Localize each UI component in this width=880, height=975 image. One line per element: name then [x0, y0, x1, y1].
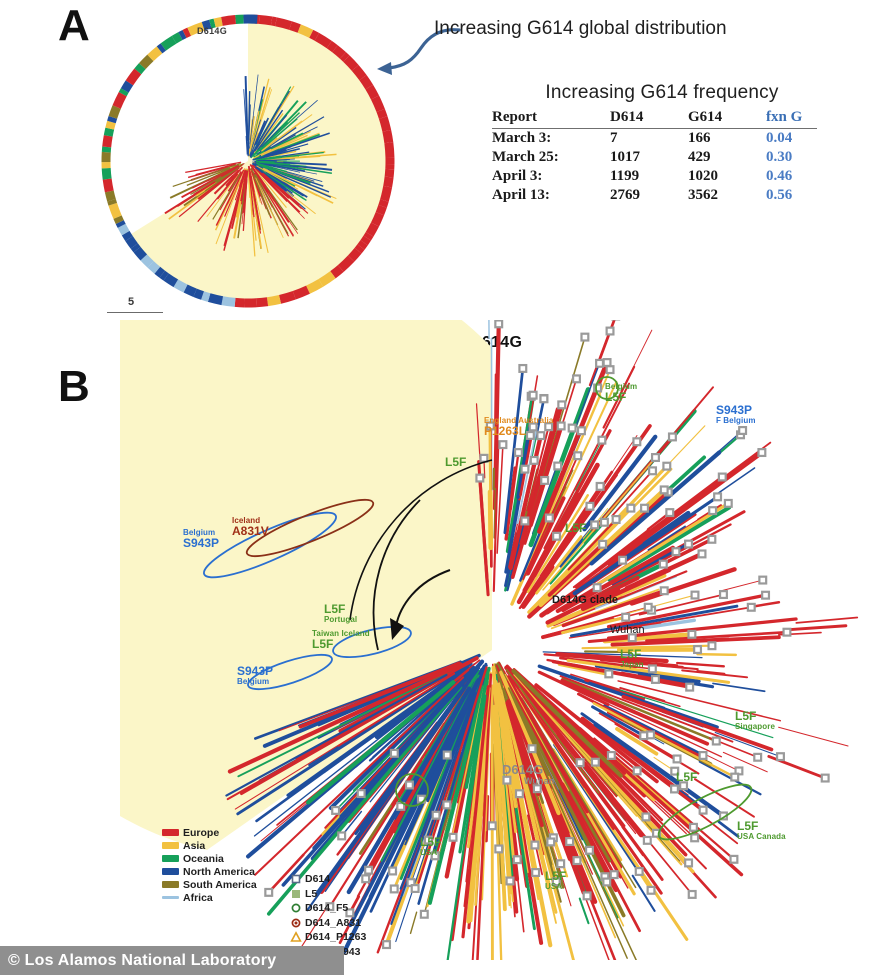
cell-fxn: 0.04	[766, 130, 793, 146]
d614-a831-marker-icon	[290, 917, 302, 929]
frequency-table: Report D614 G614 fxn G March 3: 7 166 0.…	[492, 109, 817, 205]
legend-continent-item: South America	[162, 878, 257, 891]
cell-g614: 3562	[688, 187, 718, 203]
cell-g614: 429	[688, 149, 711, 165]
legend-continent-label: North America	[183, 865, 255, 878]
panel-a: D614G 5	[85, 0, 415, 340]
cell-d614: 2769	[610, 187, 640, 203]
cell-fxn: 0.56	[766, 187, 793, 203]
legend-color-swatch-icon	[162, 896, 179, 899]
cell-d614: 1199	[610, 168, 640, 184]
legend-marker-label: L5	[305, 887, 318, 900]
cell-report: March 3:	[492, 130, 552, 146]
cell-report: March 25:	[492, 149, 559, 165]
legend-continent-label: Europe	[183, 826, 220, 839]
d614-marker-icon	[290, 873, 302, 885]
legend-continent-item: North America	[162, 865, 257, 878]
cell-g614: 166	[688, 130, 711, 146]
panel-a-label: A	[58, 1, 90, 50]
column-header-report: Report	[492, 109, 610, 129]
watermark: © Los Alamos National Laboratory	[0, 946, 344, 975]
cell-d614: 1017	[610, 149, 640, 165]
legend-continents: Europe Asia Oceania North America South Amer…	[162, 826, 257, 904]
legend-marker-item: L5	[290, 887, 366, 902]
cell-report: April 3:	[492, 168, 543, 184]
legend-continent-item: Europe	[162, 826, 257, 839]
cell-fxn: 0.30	[766, 149, 793, 165]
legend-marker-item: D614_P1263	[290, 930, 366, 945]
legend-marker-label: D614_F5	[305, 902, 349, 915]
legend-continent-label: Africa	[183, 891, 213, 904]
legend-continent-item: Oceania	[162, 852, 257, 865]
panel-a-radial-tree	[101, 14, 395, 308]
table-header-row: Report D614 G614 fxn G	[492, 109, 817, 129]
legend-color-swatch-icon	[162, 855, 179, 862]
legend-continent-item: Asia	[162, 839, 257, 852]
legend-marker-label: D614_P1263	[305, 931, 367, 944]
legend-color-swatch-icon	[162, 842, 179, 849]
legend-continent-label: Asia	[183, 839, 206, 852]
column-header-d614: D614	[610, 109, 688, 129]
cell-d614: 7	[610, 130, 618, 146]
column-header-g614: G614	[688, 109, 766, 129]
panel-a-scale-bar	[107, 312, 163, 313]
frequency-table-title: Increasing G614 frequency	[545, 82, 779, 103]
legend-marker-item: D614	[290, 872, 366, 887]
table-row: March 3: 7 166 0.04	[492, 129, 817, 149]
frequency-table-block: Increasing G614 frequency Report D614 G6…	[492, 82, 832, 205]
cell-g614: 1020	[688, 168, 718, 184]
legend-color-swatch-icon	[162, 881, 179, 888]
legend-marker-label: D614_A831	[305, 916, 362, 929]
legend-continent-item: Africa	[162, 891, 257, 904]
panel-a-tree-title: D614G	[197, 26, 228, 36]
table-row: April 3: 1199 1020 0.46	[492, 167, 817, 186]
legend-color-swatch-icon	[162, 868, 179, 875]
legend-color-swatch-icon	[162, 829, 179, 836]
l5-marker-icon	[290, 888, 302, 900]
table-row: March 25: 1017 429 0.30	[492, 148, 817, 167]
d614-p1263-marker-icon	[290, 931, 302, 943]
cell-fxn: 0.46	[766, 168, 793, 184]
legend-continent-label: South America	[183, 878, 257, 891]
panel-a-scale-value: 5	[128, 296, 135, 308]
panel-b-label: B	[58, 362, 90, 411]
d614-f5-marker-icon	[290, 902, 302, 914]
callout-text: Increasing G614 global distribution	[434, 18, 727, 39]
column-header-fxn-g: fxn G	[766, 109, 817, 129]
panel-b-radial-tree	[120, 320, 859, 960]
legend-marker-item: D614_F5	[290, 901, 366, 916]
legend-marker-item: D614_A831	[290, 916, 366, 931]
legend-continent-label: Oceania	[183, 852, 224, 865]
cell-report: April 13:	[492, 187, 550, 203]
callout-arrow-icon	[377, 28, 461, 75]
legend-marker-label: D614	[305, 873, 331, 886]
table-row: April 13: 2769 3562 0.56	[492, 186, 817, 205]
